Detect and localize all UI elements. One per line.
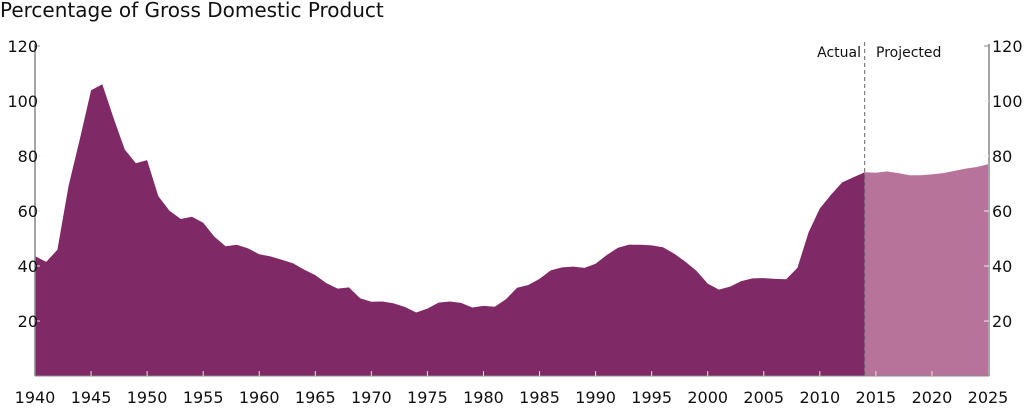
x-tick-label: 2000 xyxy=(687,388,728,407)
y-tick-label-left: 60 xyxy=(18,202,38,221)
chart-title: Percentage of Gross Domestic Product xyxy=(0,0,384,22)
y-tick-label-left: 120 xyxy=(7,37,38,56)
y-tick-label-right: 40 xyxy=(992,257,1012,276)
y-tick-label-right: 120 xyxy=(992,37,1023,56)
x-tick-label: 2015 xyxy=(856,388,897,407)
y-tick-label-left: 100 xyxy=(7,92,38,111)
y-tick-label-left: 20 xyxy=(18,312,38,331)
y-tick-label-right: 60 xyxy=(992,202,1012,221)
y-tick-label-right: 100 xyxy=(992,92,1023,111)
x-tick-label: 1985 xyxy=(519,388,560,407)
area-projected xyxy=(864,164,988,376)
x-tick-label: 1955 xyxy=(183,388,224,407)
y-tick-label-left: 40 xyxy=(18,257,38,276)
actual-label: Actual xyxy=(817,45,861,61)
y-tick-label-left: 80 xyxy=(18,147,38,166)
x-tick-label: 1980 xyxy=(463,388,504,407)
area-actual xyxy=(35,84,865,376)
x-tick-label: 2025 xyxy=(968,388,1009,407)
x-tick-label: 2020 xyxy=(912,388,953,407)
x-tick-label: 1975 xyxy=(407,388,448,407)
x-tick-label: 2010 xyxy=(799,388,840,407)
x-tick-label: 1950 xyxy=(127,388,168,407)
x-tick-label: 1970 xyxy=(351,388,392,407)
x-tick-label: 1990 xyxy=(575,388,616,407)
x-tick-label: 2005 xyxy=(743,388,784,407)
x-tick-label: 1940 xyxy=(15,388,56,407)
x-tick-label: 1945 xyxy=(71,388,112,407)
x-tick-label: 1995 xyxy=(631,388,672,407)
y-tick-label-right: 20 xyxy=(992,312,1012,331)
x-tick-label: 1965 xyxy=(295,388,336,407)
x-tick-label: 1960 xyxy=(239,388,280,407)
projected-label: Projected xyxy=(876,45,941,61)
y-tick-label-right: 80 xyxy=(992,147,1012,166)
